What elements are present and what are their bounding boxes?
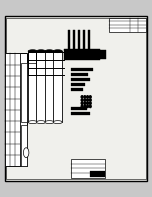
Circle shape [84,105,86,108]
Bar [28,51,37,122]
Bar [88,30,90,49]
Bar [71,68,93,71]
Ellipse shape [23,148,29,158]
Circle shape [81,99,83,101]
Bar [6,18,146,179]
Bar [36,51,46,122]
Circle shape [87,99,88,101]
Ellipse shape [28,50,37,53]
Bar [21,125,27,166]
Circle shape [87,105,88,108]
Circle shape [84,99,86,101]
Bar [21,63,27,122]
Ellipse shape [45,50,54,53]
Bar [5,53,20,166]
Bar [64,49,100,60]
Circle shape [84,102,86,104]
Ellipse shape [53,50,62,53]
Bar [109,18,146,32]
Bar [71,107,87,110]
Ellipse shape [28,121,37,124]
Bar [71,83,85,86]
Bar [28,52,36,63]
Circle shape [81,102,83,104]
Circle shape [89,99,91,101]
Ellipse shape [36,50,46,53]
Circle shape [89,105,91,108]
Bar [28,52,36,75]
Bar [68,30,70,49]
Bar [5,16,147,181]
Ellipse shape [53,121,62,124]
Bar [71,73,88,76]
Bar [90,171,100,177]
Ellipse shape [45,121,54,124]
Bar [73,30,75,49]
Circle shape [81,105,83,108]
Circle shape [89,102,91,104]
Circle shape [89,96,91,98]
Circle shape [87,96,88,98]
Circle shape [81,96,83,98]
Bar [83,30,85,49]
Circle shape [87,102,88,104]
Bar [28,52,36,68]
Bar [53,51,62,122]
Bar [71,159,105,178]
Bar [5,53,27,166]
Bar [45,51,54,122]
Bar [100,171,105,177]
Bar [71,78,90,81]
Circle shape [84,96,86,98]
Bar [100,50,106,59]
Bar [71,112,90,115]
Bar [78,30,80,49]
Ellipse shape [36,121,46,124]
Bar [71,88,83,91]
